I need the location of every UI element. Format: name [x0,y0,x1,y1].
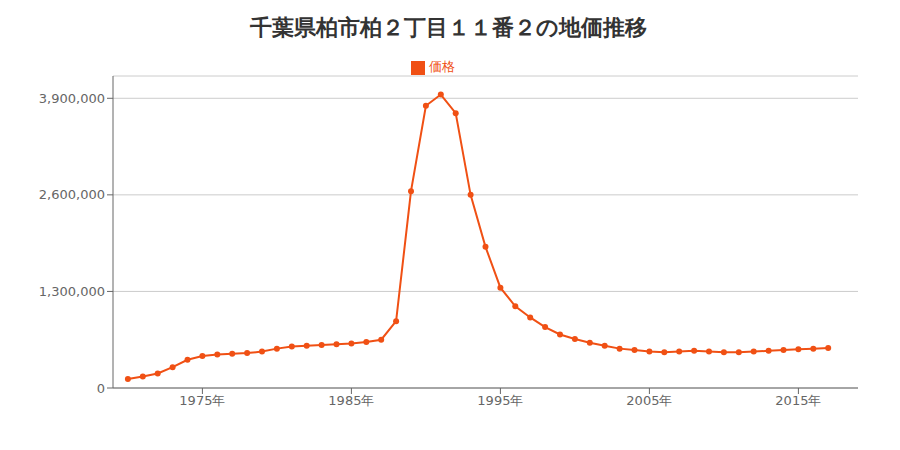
html-text:千葉県柏市柏２丁目１１番２の地価推移: 千葉県柏市柏２丁目１１番２の地価推移 [249,15,647,40]
svg-text:1985年: 1985年 [328,393,374,408]
svg-text:2,600,000: 2,600,000 [39,187,105,202]
svg-text:1975年: 1975年 [179,393,225,408]
svg-text:1,300,000: 1,300,000 [39,284,105,299]
svg-text:3,900,000: 3,900,000 [39,91,105,106]
svg-text:1995年: 1995年 [477,393,523,408]
svg-text:0: 0 [97,381,105,396]
html-text:価格: 価格 [429,59,455,74]
svg-text:2015年: 2015年 [775,393,821,408]
svg-text:2005年: 2005年 [626,393,672,408]
